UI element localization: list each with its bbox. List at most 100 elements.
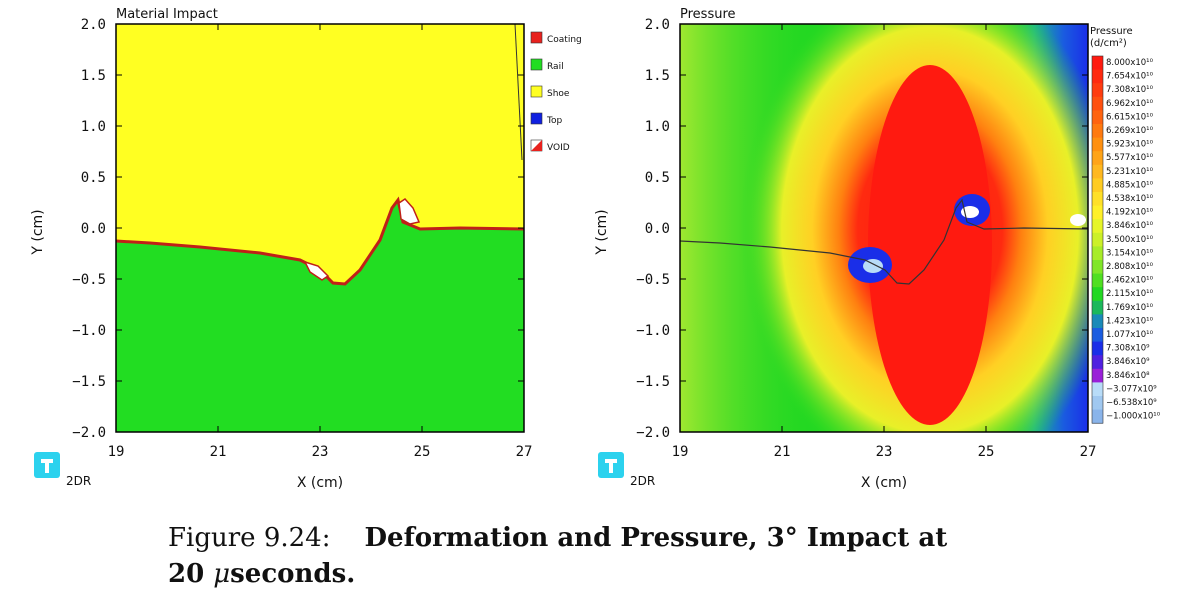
left-xtick-label: 19 [108,444,125,460]
right-ytick-label: −1.0 [636,323,670,339]
caption-line2-suffix: seconds. [230,559,356,589]
pressure-peak-region [868,65,992,425]
right-ylabel: Y (cm) [594,209,610,255]
left-xtick-label: 23 [312,444,329,460]
legend-label-shoe: Shoe [547,89,570,99]
left-ytick-label: −0.5 [72,272,106,288]
caption-line2-prefix: 20 [168,559,214,589]
legend-swatch-shoe [530,85,543,98]
colorbar-scale: 8.000x10¹⁰ 7.654x10¹⁰ 7.308x10¹⁰ 6.962x10¹⁰… [1091,55,1161,424]
figure-caption: Figure 9.24: Deformation and Pressure, 3°… [168,520,1068,592]
colorbar-swatch [1092,368,1103,383]
colorbar-label: 6.615x10¹⁰ [1106,112,1154,122]
colorbar-swatch [1092,260,1103,275]
void-spot-edge [1070,214,1086,226]
right-xlabel: X (cm) [861,475,907,491]
left-panel-title: Material Impact [116,7,218,22]
colorbar-swatch [1092,273,1103,288]
right-ytick-label: 0.0 [645,221,670,237]
right-xtick-label: 23 [876,444,893,460]
legend-swatch-void-mark [531,140,542,151]
left-ytick-label: 2.0 [81,17,106,33]
colorbar-swatch [1092,232,1103,247]
colorbar-label: 7.654x10¹⁰ [1106,72,1154,82]
colorbar-swatch [1092,151,1103,166]
left-axis-ticks: 19 21 23 25 27 2.0 1.5 1.0 0.5 0.0 −0.5 −1.0 −1.5 −2.… [72,17,532,460]
right-xtick-label: 21 [774,444,791,460]
legend-swatch-coating [530,31,543,44]
right-logo: 2DR [598,452,655,488]
colorbar-swatch [1092,110,1103,125]
colorbar-label: 2.462x10¹⁰ [1106,276,1154,286]
colorbar-swatch [1092,287,1103,302]
colorbar-label: 8.000x10¹⁰ [1106,58,1154,68]
colorbar-label: 3.846x10¹⁰ [1106,221,1154,231]
right-ytick-label: 1.0 [645,119,670,135]
colorbar-label: 1.423x10¹⁰ [1106,316,1154,326]
right-ytick-label: 2.0 [645,17,670,33]
colorbar-label: 7.308x10⁹ [1106,344,1150,354]
left-xlabel: X (cm) [297,475,343,491]
colorbar-label: 1.769x10¹⁰ [1106,303,1154,313]
colorbar-label: 5.231x10¹⁰ [1106,167,1154,177]
colorbar-swatch [1092,192,1103,207]
right-plot-area [680,24,1088,432]
left-xtick-label: 27 [516,444,533,460]
right-xtick-label: 19 [672,444,689,460]
right-ytick-label: −0.5 [636,272,670,288]
right-ytick-label: 1.5 [645,68,670,84]
colorbar-title: Pressure [1090,26,1133,37]
left-ytick-label: 0.0 [81,221,106,237]
left-xtick-label: 25 [414,444,431,460]
colorbar-units: (d/cm²) [1090,38,1127,49]
material-legend: Coating Rail Shoe Top VOID [530,31,582,153]
colorbar-label: 5.577x10¹⁰ [1106,153,1154,163]
legend-label-top: Top [546,116,562,126]
pressure-colorbar: Pressure (d/cm²) 8.000x10¹⁰ 7.654x10¹⁰ 7.3… [1090,26,1161,424]
colorbar-swatch [1092,69,1103,84]
caption-title: Deformation and Pressure, 3° Impact at [364,523,948,553]
legend-swatch-top [530,112,543,125]
caption-label: Figure 9.24: [168,523,331,553]
caption-mu: μ [213,559,231,589]
left-ytick-label: −1.5 [72,374,106,390]
colorbar-label: 1.077x10¹⁰ [1106,330,1154,340]
void-spot-left [863,259,883,273]
left-panel: Material Impact 19 21 23 25 27 2.0 1.5 1.0 0.5 0.… [30,7,582,491]
left-ytick-label: −1.0 [72,323,106,339]
caption-line-2: 20 μseconds. [168,556,1068,592]
right-edge-line [514,24,523,161]
pressure-interface-line [680,198,1088,285]
right-xtick-label: 27 [1080,444,1097,460]
legend-label-rail: Rail [547,62,564,72]
left-logo: 2DR [34,452,91,488]
right-ytick-label: −2.0 [636,425,670,441]
colorbar-swatch [1092,396,1103,411]
colorbar-label: 5.923x10¹⁰ [1106,140,1154,150]
colorbar-label: 6.962x10¹⁰ [1106,99,1154,109]
colorbar-label: 2.115x10¹⁰ [1106,289,1154,299]
left-plot-area [116,24,524,432]
colorbar-label: 4.538x10¹⁰ [1106,194,1154,204]
right-ytick-label: 0.5 [645,170,670,186]
right-panel-title: Pressure [680,7,736,22]
colorbar-label: 4.885x10¹⁰ [1106,180,1154,190]
right-axis-ticks: 19 21 23 25 27 2.0 1.5 1.0 0.5 0.0 −0.5 −1.0 −1.5 −2.… [636,17,1096,460]
left-ytick-label: 1.5 [81,68,106,84]
colorbar-swatch [1092,382,1103,397]
legend-swatch-rail [530,58,543,71]
left-ytick-label: 0.5 [81,170,106,186]
colorbar-label: 4.192x10¹⁰ [1106,208,1154,218]
colorbar-label: 7.308x10¹⁰ [1106,85,1154,95]
left-ytick-label: 1.0 [81,119,106,135]
colorbar-swatch [1092,96,1103,111]
colorbar-swatch [1092,219,1103,234]
logo-mark [605,459,617,473]
colorbar-swatch [1092,178,1103,193]
colorbar-label: 2.808x10¹⁰ [1106,262,1154,272]
right-ytick-label: −1.5 [636,374,670,390]
colorbar-label: 3.846x10⁸ [1106,371,1150,381]
left-ytick-label: −2.0 [72,425,106,441]
coating-interface [116,196,524,286]
left-ylabel: Y (cm) [30,209,46,255]
